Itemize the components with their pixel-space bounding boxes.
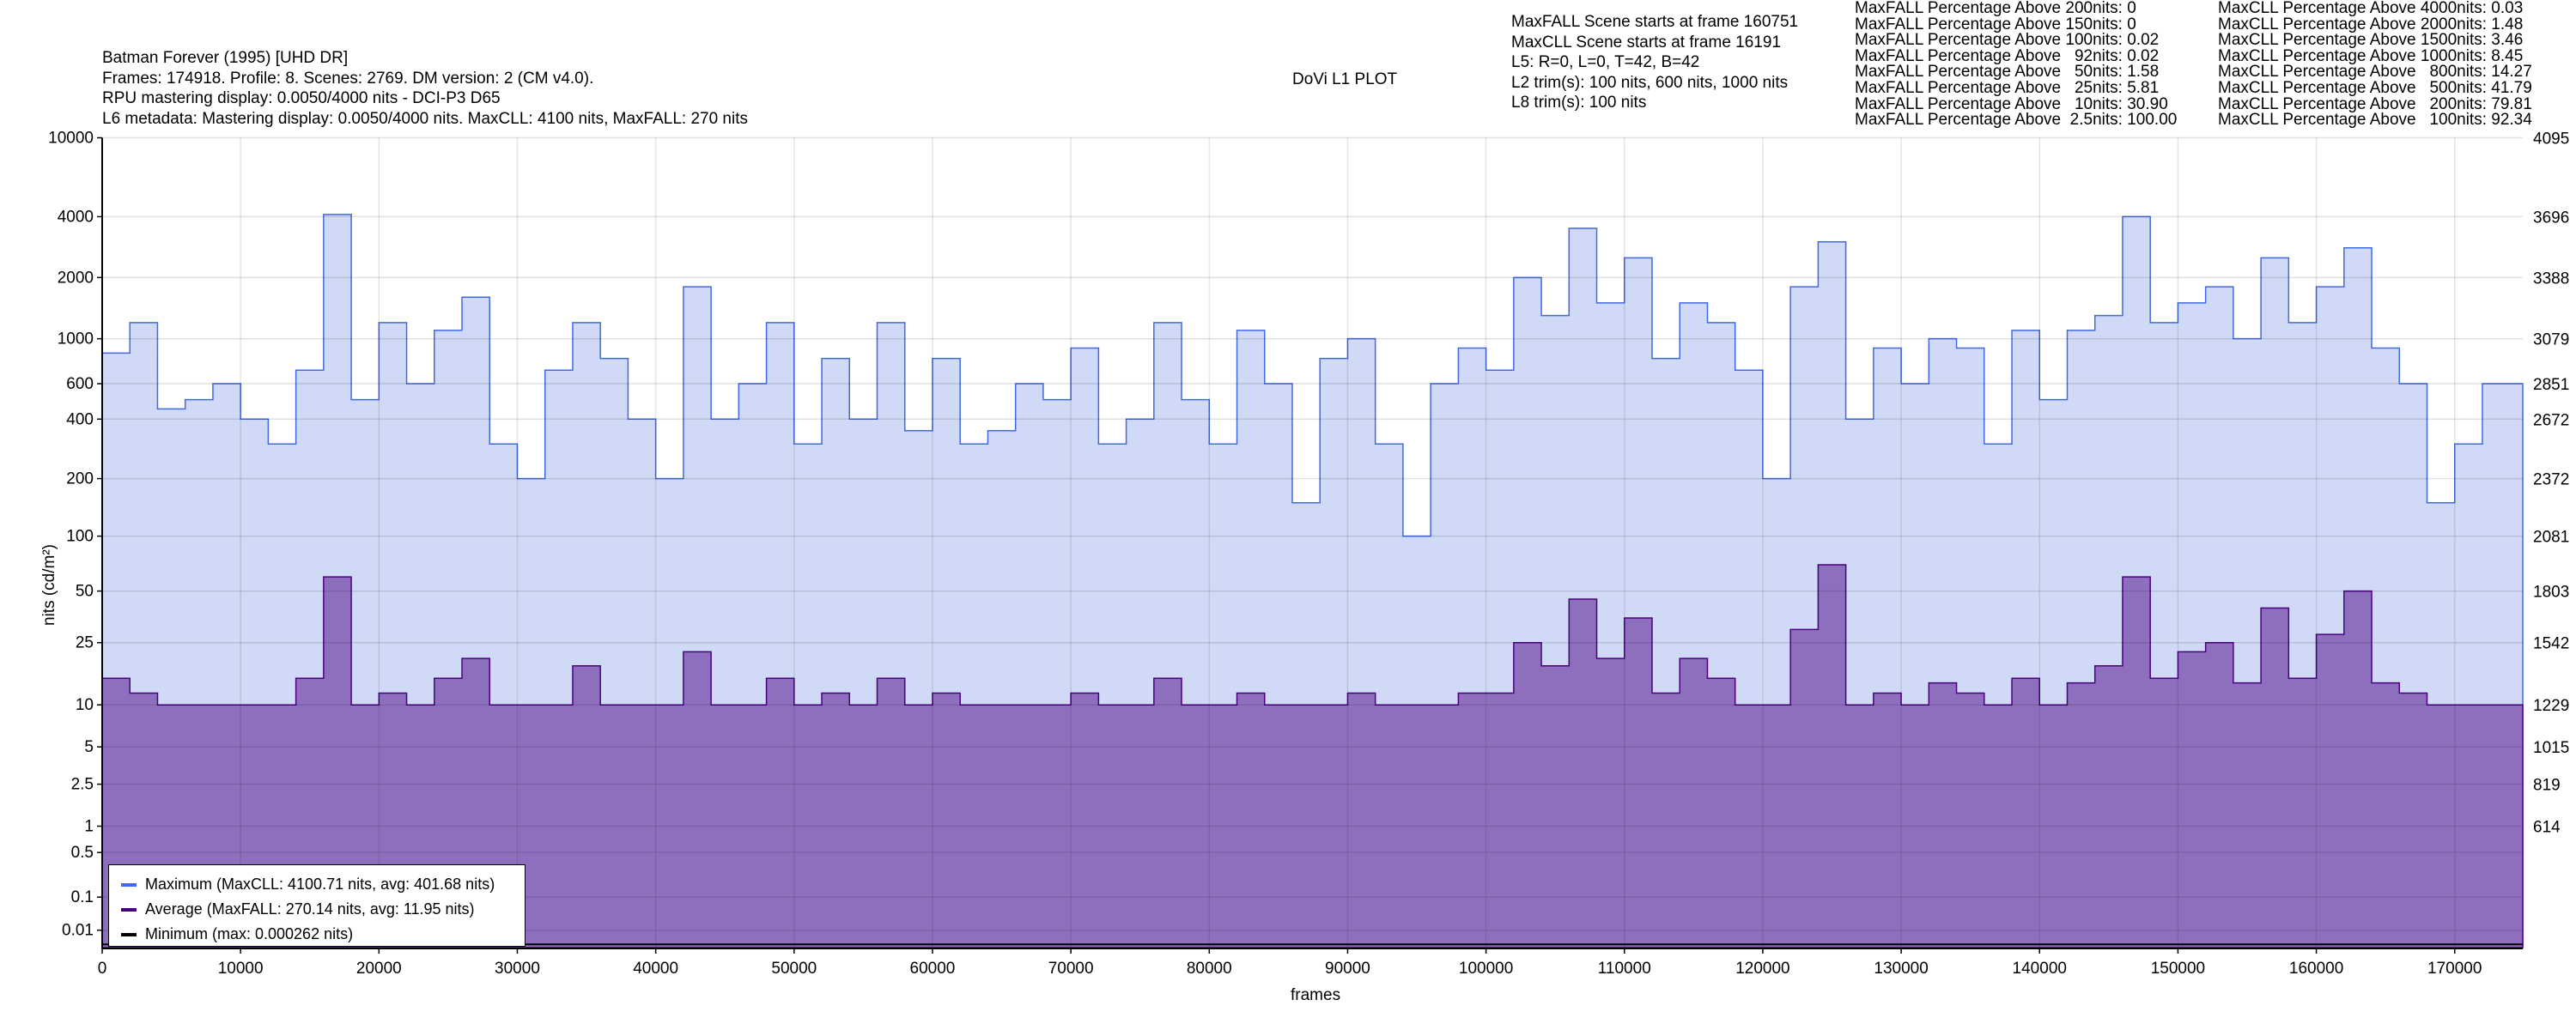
scene-info: MaxFALL Scene starts at frame 160751 Max… — [1511, 12, 1798, 113]
x-tick-label: 120000 — [1735, 960, 1789, 978]
y-right-tick-label: 3388 — [2533, 270, 2569, 288]
maxcll-stat: MaxCLL Percentage Above 100nits: 92.34 — [2218, 111, 2532, 130]
x-tick-label: 40000 — [633, 960, 678, 978]
y-tick-label: 5 — [84, 738, 94, 756]
y-right-tick-label: 4095 — [2533, 130, 2569, 148]
y-right-tick-label: 2372 — [2533, 471, 2569, 489]
x-tick-label: 130000 — [1874, 960, 1928, 978]
legend: Maximum (MaxCLL: 4100.71 nits, avg: 401.… — [108, 864, 526, 947]
legend-item-maximum: Maximum (MaxCLL: 4100.71 nits, avg: 401.… — [121, 876, 495, 893]
maxfall-stat: MaxFALL Percentage Above 100nits: 0.02 — [1855, 31, 2160, 50]
x-tick-label: 10000 — [218, 960, 264, 978]
y-axis-label: nits (cd/m²) — [40, 544, 58, 626]
y-tick-label: 0.5 — [71, 844, 94, 862]
header-info: Batman Forever (1995) [UHD DR] Frames: 1… — [102, 48, 748, 129]
y-tick-label: 100 — [66, 528, 94, 546]
maxfall-stat: MaxFALL Percentage Above 92nits: 0.02 — [1855, 46, 2160, 65]
y-tick-label: 2.5 — [71, 776, 94, 794]
y-tick-label: 4000 — [58, 208, 94, 226]
maxcll-stat: MaxCLL Percentage Above 800nits: 14.27 — [2218, 63, 2532, 82]
x-tick-label: 0 — [98, 960, 107, 978]
x-tick-label: 90000 — [1325, 960, 1370, 978]
y-tick-label: 0.01 — [62, 922, 94, 940]
maxcll-stat: MaxCLL Percentage Above 1000nits: 8.45 — [2218, 46, 2524, 65]
maxcll-stat: MaxCLL Percentage Above 1500nits: 3.46 — [2218, 31, 2524, 50]
x-axis-label: frames — [1291, 986, 1341, 1004]
plot-title: DoVi L1 PLOT — [1292, 70, 1398, 88]
y-tick-label: 400 — [66, 410, 94, 428]
y-right-tick-label: 1015 — [2533, 739, 2569, 757]
x-tick-label: 80000 — [1187, 960, 1232, 978]
y-tick-label: 50 — [76, 583, 94, 601]
x-tick-label: 30000 — [495, 960, 540, 978]
x-tick-label: 170000 — [2427, 960, 2482, 978]
x-tick-label: 150000 — [2151, 960, 2205, 978]
legend-swatch — [121, 933, 137, 937]
y-right-tick-label: 2851 — [2533, 376, 2569, 394]
x-tick-label: 110000 — [1598, 960, 1651, 978]
legend-label: Maximum (MaxCLL: 4100.71 nits, avg: 401.… — [145, 876, 495, 893]
maxfall-stat: MaxFALL Percentage Above 200nits: 0 — [1855, 0, 2136, 17]
x-tick-label: 70000 — [1048, 960, 1094, 978]
maxfall-stat: MaxFALL Percentage Above 2.5nits: 100.00 — [1855, 111, 2178, 130]
maxcll-stat: MaxCLL Percentage Above 2000nits: 1.48 — [2218, 15, 2524, 33]
scene-info-line: L2 trim(s): 100 nits, 600 nits, 1000 nit… — [1511, 73, 1789, 92]
x-tick-label: 140000 — [2013, 960, 2067, 978]
maxfall-stat: MaxFALL Percentage Above 10nits: 30.90 — [1855, 94, 2168, 113]
y-tick-label: 200 — [66, 470, 94, 488]
legend-item-average: Average (MaxFALL: 270.14 nits, avg: 11.9… — [121, 900, 475, 918]
y-tick-label: 1 — [84, 818, 94, 836]
legend-swatch — [121, 908, 137, 912]
scene-info-line: L8 trim(s): 100 nits — [1511, 94, 1647, 112]
y-tick-label: 25 — [76, 634, 94, 652]
y-right-tick-label: 1803 — [2533, 584, 2569, 602]
y-right-tick-label: 2672 — [2533, 411, 2569, 429]
y-right-tick-label: 614 — [2533, 819, 2561, 837]
maxfall-stat: MaxFALL Percentage Above 25nits: 5.81 — [1855, 78, 2160, 97]
scene-info-line: MaxFALL Scene starts at frame 160751 — [1511, 13, 1799, 31]
y-right-tick-label: 2081 — [2533, 529, 2569, 547]
frames-info: Frames: 174918. Profile: 8. Scenes: 2769… — [102, 69, 594, 88]
maxfall-stat: MaxFALL Percentage Above 50nits: 1.58 — [1855, 63, 2160, 82]
y-tick-label: 2000 — [58, 269, 94, 287]
y-tick-label: 0.1 — [71, 888, 94, 906]
average-series — [101, 564, 2524, 948]
y-right-tick-label: 3696 — [2533, 209, 2569, 227]
legend-label: Average (MaxFALL: 270.14 nits, avg: 11.9… — [145, 900, 475, 918]
y-tick-label: 1000 — [58, 330, 94, 348]
y-tick-label: 600 — [66, 375, 94, 393]
rpu-mastering-info: RPU mastering display: 0.0050/4000 nits … — [102, 89, 501, 107]
maxcll-stat: MaxCLL Percentage Above 4000nits: 0.03 — [2218, 0, 2524, 17]
y-tick-label: 10000 — [48, 130, 94, 148]
y-right-tick-label: 1542 — [2533, 635, 2569, 653]
scene-info-line: MaxCLL Scene starts at frame 16191 — [1511, 33, 1782, 52]
legend-item-minimum: Minimum (max: 0.000262 nits) — [121, 925, 353, 942]
movie-title: Batman Forever (1995) [UHD DR] — [102, 49, 349, 67]
maxcll-stat: MaxCLL Percentage Above 200nits: 79.81 — [2218, 94, 2532, 113]
x-tick-label: 60000 — [910, 960, 956, 978]
x-tick-label: 160000 — [2289, 960, 2343, 978]
y-tick-label: 10 — [76, 696, 94, 714]
legend-swatch — [121, 883, 137, 888]
legend-label: Minimum (max: 0.000262 nits) — [145, 925, 354, 942]
maxfall-stat: MaxFALL Percentage Above 150nits: 0 — [1855, 15, 2136, 33]
y-right-tick-label: 819 — [2533, 777, 2561, 795]
maxcll-stat: MaxCLL Percentage Above 500nits: 41.79 — [2218, 78, 2532, 97]
l6-metadata-info: L6 metadata: Mastering display: 0.0050/4… — [102, 109, 748, 128]
y-right-tick-label: 1229 — [2533, 697, 2569, 715]
maxfall-stats: MaxFALL Percentage Above 200nits: 0 MaxF… — [1855, 0, 2178, 130]
x-tick-label: 20000 — [356, 960, 402, 978]
maxcll-stats: MaxCLL Percentage Above 4000nits: 0.03 M… — [2218, 0, 2532, 130]
scene-info-line: L5: R=0, L=0, T=42, B=42 — [1511, 53, 1700, 71]
x-tick-label: 50000 — [771, 960, 817, 978]
x-tick-label: 100000 — [1459, 960, 1513, 978]
y-right-tick-label: 3079 — [2533, 331, 2569, 349]
